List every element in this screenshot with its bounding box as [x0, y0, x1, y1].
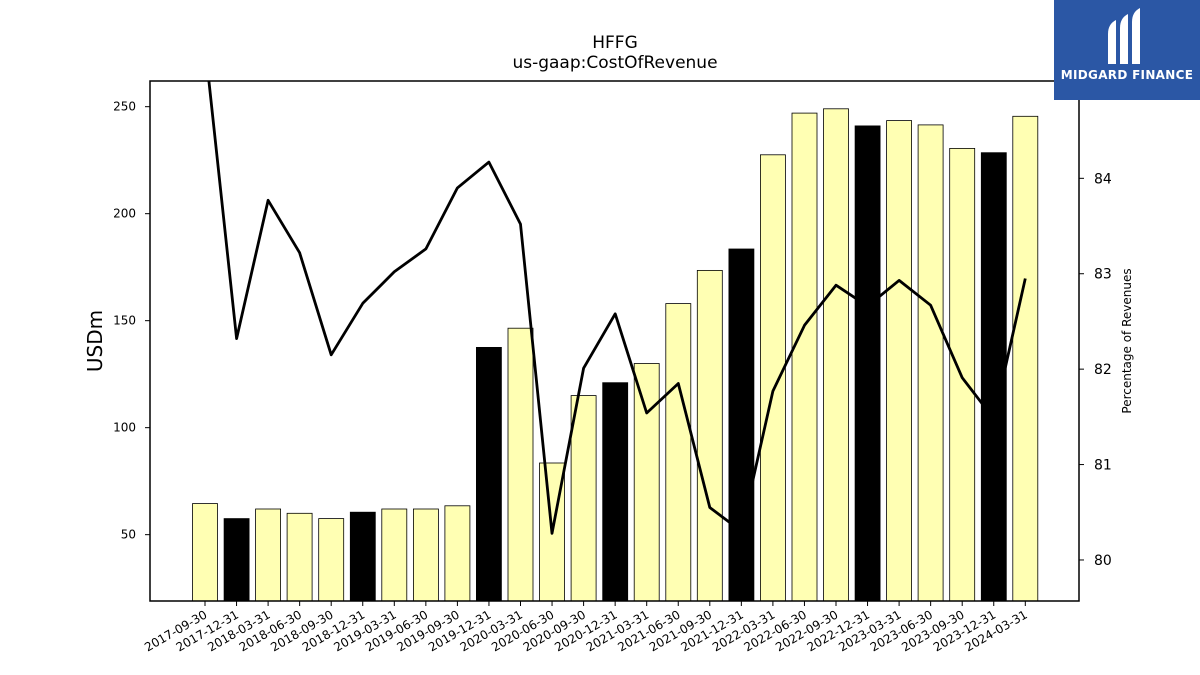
y-axis-label: USDm — [83, 310, 107, 372]
bar-2020-09-30 — [570, 395, 597, 602]
bar-2023-03-31 — [886, 120, 912, 602]
y-tick-label-200: 200 — [113, 207, 136, 221]
bar-2018-03-31 — [255, 508, 282, 602]
bar-2021-09-30 — [696, 269, 723, 602]
y2-tick-label-81: 81 — [1094, 458, 1112, 474]
brand-logo: MIDGARD FINANCE — [1054, 0, 1200, 100]
chart-title: HFFG — [592, 33, 638, 53]
bar-2023-06-30 — [917, 124, 944, 602]
bar-2017-12-31 — [223, 518, 250, 602]
bar-2017-09-30 — [192, 503, 218, 602]
y-tick-label-250: 250 — [113, 100, 136, 114]
y-tick-label-50: 50 — [121, 528, 136, 542]
bar-2019-12-31 — [475, 346, 502, 602]
bars-layer — [192, 108, 1039, 602]
line-layer — [207, 81, 1027, 535]
bar-2022-12-31 — [854, 125, 881, 602]
y2-tick-label-82: 82 — [1094, 362, 1112, 378]
right-axis: 80 81 82 83 84 — [1079, 171, 1112, 569]
y2-tick-label-84: 84 — [1094, 171, 1112, 187]
bar-2021-06-30 — [665, 303, 692, 602]
bar-2022-06-30 — [791, 112, 818, 602]
chart-subtitle: us-gaap:CostOfRevenue — [512, 53, 717, 73]
left-axis: 50 100 150 200 250 — [113, 100, 150, 542]
bar-2020-12-31 — [602, 382, 629, 602]
bar-2018-12-31 — [349, 511, 376, 602]
bar-2022-03-31 — [760, 154, 786, 602]
y-tick-label-100: 100 — [113, 421, 136, 435]
bar-2019-06-30 — [412, 508, 439, 602]
bar-2021-03-31 — [633, 363, 660, 602]
bar-2018-09-30 — [318, 518, 345, 602]
bar-2022-09-30 — [823, 108, 849, 602]
bar-2024-03-31 — [1012, 115, 1039, 602]
bar-2020-03-31 — [507, 327, 534, 602]
y2-tick-label-83: 83 — [1094, 267, 1112, 283]
bar-2019-09-30 — [444, 505, 471, 602]
logo-mark-icon — [1108, 8, 1140, 64]
percentage-line — [207, 81, 1027, 535]
logo-text: MIDGARD FINANCE — [1060, 68, 1194, 82]
y-tick-label-150: 150 — [113, 314, 136, 328]
x-axis: 2017-09-302017-12-312018-03-312018-06-30… — [142, 601, 1030, 654]
bar-2021-12-31 — [728, 248, 755, 602]
y2-tick-label-80: 80 — [1094, 553, 1112, 569]
plot-frame — [149, 80, 1080, 602]
bar-2019-03-31 — [381, 508, 408, 602]
bar-2018-06-30 — [286, 512, 313, 602]
y2-axis-label: Percentage of Revenues — [1120, 268, 1134, 413]
